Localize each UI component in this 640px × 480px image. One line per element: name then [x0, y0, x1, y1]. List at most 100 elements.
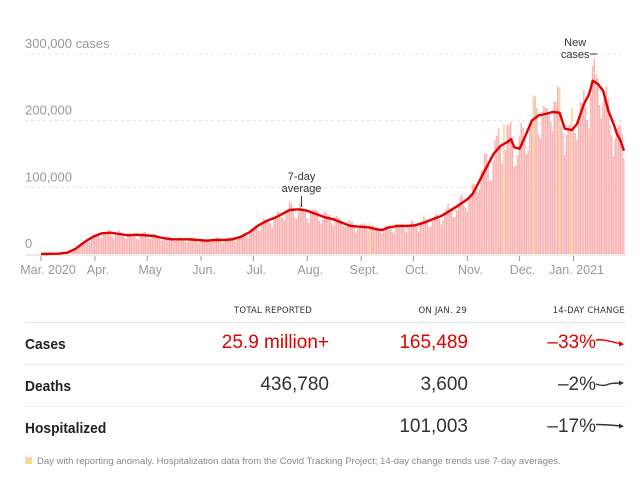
daily-bar [80, 243, 82, 254]
daily-bar [421, 221, 423, 254]
daily-bar [496, 135, 498, 254]
table-row-deaths: Deaths 436,780 3,600 –2% [25, 365, 625, 407]
daily-bar [92, 234, 94, 254]
daily-bar [513, 166, 515, 254]
daily-bar [250, 230, 253, 254]
daily-bar [327, 214, 329, 254]
daily-bar [367, 231, 369, 254]
daily-bar [565, 134, 568, 254]
daily-bar [428, 227, 430, 254]
daily-bar [548, 113, 550, 254]
daily-bar [128, 233, 131, 254]
daily-bar [450, 209, 453, 254]
table-header: TOTAL REPORTED ON JAN. 29 14-DAY CHANGE [25, 300, 625, 323]
daily-bar [480, 171, 482, 254]
daily-bar [245, 235, 247, 254]
daily-bar [456, 210, 458, 254]
daily-bar [527, 150, 529, 254]
row-label: Hospitalized [25, 420, 107, 437]
daily-bar [346, 224, 348, 254]
daily-bar [283, 220, 286, 254]
daily-bar [449, 209, 451, 254]
daily-bar [318, 220, 321, 254]
x-tick-label: Dec. [510, 263, 536, 277]
daily-bar [247, 238, 249, 254]
daily-bar [205, 238, 207, 254]
daily-bar [273, 218, 275, 254]
x-tick-label: Sept. [350, 263, 379, 277]
daily-bar [132, 233, 134, 254]
daily-bar [590, 95, 592, 254]
daily-bar [510, 121, 512, 254]
daily-bar [102, 233, 105, 254]
change-value: –17% [547, 416, 596, 437]
daily-bar [160, 240, 162, 254]
y-tick-label: 100,000 [25, 169, 72, 184]
daily-bar [595, 74, 597, 254]
daily-bar [101, 238, 103, 254]
daily-bar [255, 228, 258, 254]
daily-bar [311, 209, 314, 254]
daily-bar [438, 219, 441, 254]
daily-bar [212, 240, 214, 254]
daily-bar [222, 243, 225, 254]
footnote: Day with reporting anomaly. Hospitalizat… [25, 456, 561, 467]
daily-bar [405, 232, 408, 254]
daily-bar [294, 217, 296, 254]
daily-bar [341, 220, 343, 254]
daily-bar [433, 216, 435, 254]
daily-bar [546, 108, 549, 255]
daily-bar [231, 239, 234, 254]
daily-bar [179, 237, 181, 254]
daily-bar [520, 122, 522, 254]
daily-bar [586, 119, 589, 254]
daily-bar [337, 217, 340, 254]
daily-bar [607, 97, 609, 255]
anomaly-bar [369, 223, 371, 254]
daily-bar [290, 203, 293, 254]
table-row-hospitalized: Hospitalized 101,003 –17% [25, 407, 625, 448]
daily-bar [579, 101, 582, 254]
change-value: –2% [557, 374, 596, 395]
annotation-label: 7-day [288, 171, 316, 183]
daily-bar [516, 155, 519, 254]
daily-bar [168, 236, 171, 254]
daily-bar [593, 58, 596, 255]
daily-bar [424, 218, 427, 254]
daily-bar [494, 139, 496, 254]
daily-bar [473, 184, 475, 254]
daily-bar [485, 153, 488, 254]
daily-bar [316, 211, 319, 254]
anomaly-legend-swatch [25, 457, 32, 464]
daily-bar [137, 239, 140, 254]
daily-bar [365, 225, 368, 254]
daily-bar [252, 227, 254, 254]
daily-bar [73, 249, 75, 254]
daily-bar [114, 231, 117, 254]
daily-bar [475, 189, 477, 254]
daily-bar [174, 241, 176, 254]
daily-bar [120, 232, 122, 254]
daily-bar [588, 128, 590, 254]
daily-bar [235, 242, 237, 254]
daily-bar [529, 123, 531, 255]
x-tick-label: Oct. [405, 263, 428, 277]
daily-bar [358, 226, 361, 254]
daily-bar [504, 149, 507, 254]
daily-bar [377, 229, 380, 254]
daily-bar [243, 233, 246, 254]
daily-bar [410, 220, 413, 254]
daily-bar [569, 124, 571, 254]
daily-bar [268, 222, 270, 254]
daily-bar [224, 239, 227, 254]
daily-bar [356, 229, 359, 254]
change-value: –33% [547, 332, 596, 353]
daily-bar [603, 98, 606, 255]
daily-bar [195, 238, 197, 254]
cases-chart: 300,000 cases 200,000 100,000 0 Mar. 2020 Ap… [20, 36, 626, 277]
daily-bar [196, 243, 199, 254]
daily-bar [219, 240, 221, 254]
stats-table: TOTAL REPORTED ON JAN. 29 14-DAY CHANGE … [25, 300, 625, 448]
daily-bar [146, 235, 148, 254]
daily-bar [468, 199, 470, 254]
